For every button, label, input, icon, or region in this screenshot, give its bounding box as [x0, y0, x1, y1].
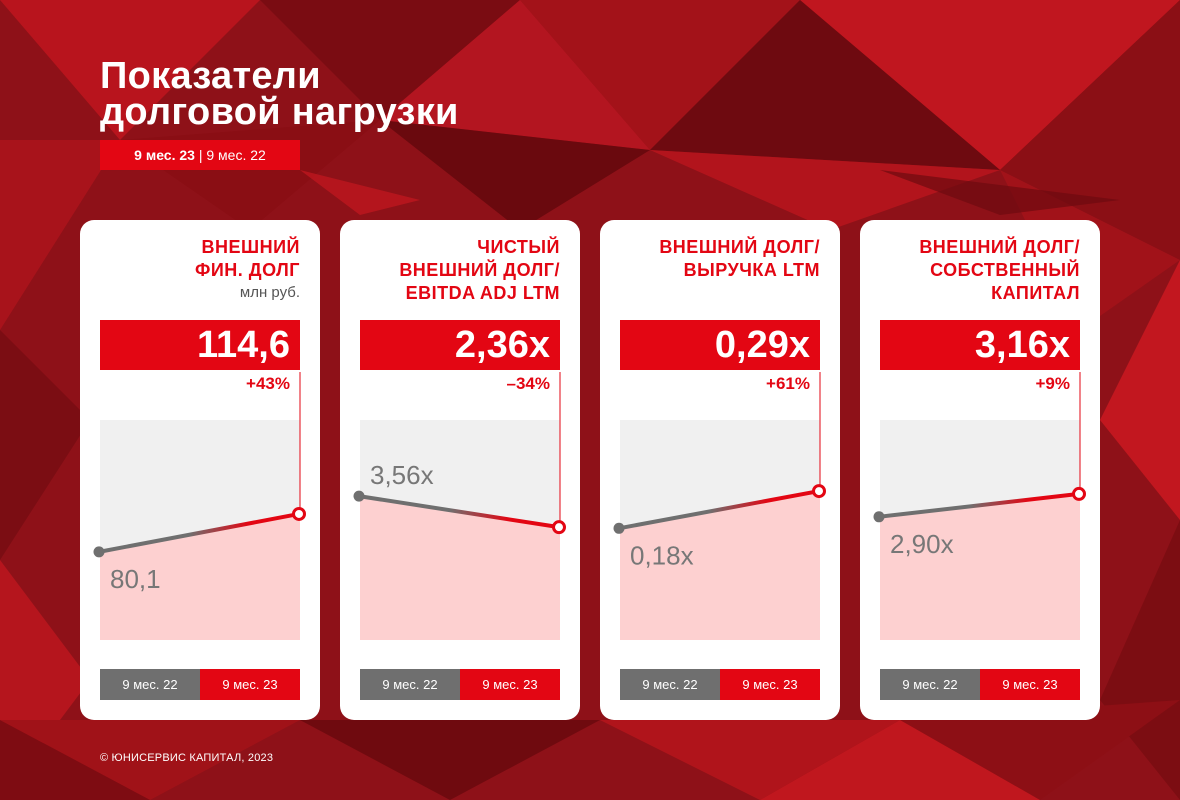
period-previous: 9 мес. 22: [206, 147, 266, 163]
point-previous: [873, 511, 885, 523]
line-chart: 80,1: [93, 372, 306, 640]
point-previous: [93, 546, 105, 558]
previous-value-label: 2,90x: [890, 529, 954, 559]
current-value: 114,6: [100, 320, 300, 370]
x-tick-current: 9 мес. 23: [460, 669, 560, 700]
change-percent: +61%: [766, 374, 810, 393]
point-current: [552, 520, 566, 535]
metric-card-debt-equity: ВНЕШНИЙ ДОЛГ/ СОБСТВЕННЫЙ КАПИТАЛ 3,16x …: [860, 220, 1100, 720]
metric-card-net-debt-ebitda: ЧИСТЫЙ ВНЕШНИЙ ДОЛГ/ EBITDA ADJ LTM 2,36…: [340, 220, 580, 720]
x-axis-bar: 9 мес. 22 9 мес. 23: [620, 669, 820, 700]
x-axis-bar: 9 мес. 22 9 мес. 23: [880, 669, 1080, 700]
current-value: 3,16x: [880, 320, 1080, 370]
line-chart: 0,18x: [613, 372, 826, 640]
area-fill: [360, 496, 560, 640]
x-axis-bar: 9 мес. 22 9 мес. 23: [100, 669, 300, 700]
previous-value-label: 0,18x: [630, 540, 694, 570]
x-tick-current: 9 мес. 23: [200, 669, 300, 700]
previous-value-label: 80,1: [110, 564, 161, 594]
x-tick-previous: 9 мес. 22: [360, 669, 460, 700]
change-percent: +9%: [1035, 374, 1071, 393]
page-title-line-2: долговой нагрузки: [100, 91, 459, 133]
series-line: [357, 494, 561, 530]
card-title: ВНЕШНИЙ ФИН. ДОЛГ: [194, 237, 300, 280]
x-tick-current: 9 мес. 23: [980, 669, 1080, 700]
x-axis-bar: 9 мес. 22 9 мес. 23: [360, 669, 560, 700]
line-chart: 2,90x: [873, 372, 1086, 640]
point-current: [292, 506, 306, 521]
current-value: 0,29x: [620, 320, 820, 370]
current-value: 2,36x: [360, 320, 560, 370]
x-tick-previous: 9 мес. 22: [880, 669, 980, 700]
series-line: [97, 511, 301, 554]
page-title-line-1: Показатели: [100, 55, 321, 97]
area-fill: [100, 513, 300, 640]
previous-value-label: 3,56x: [370, 460, 434, 490]
point-previous: [353, 490, 365, 502]
line-chart: 3,56x: [353, 372, 566, 640]
period-current: 9 мес. 23: [134, 147, 195, 163]
card-title: ЧИСТЫЙ ВНЕШНИЙ ДОЛГ/ EBITDA ADJ LTM: [399, 237, 560, 303]
metric-card-debt-revenue: ВНЕШНИЙ ДОЛГ/ ВЫРУЧКА LTM 0,29x +61% 0,1…: [600, 220, 840, 720]
card-title: ВНЕШНИЙ ДОЛГ/ ВЫРУЧКА LTM: [659, 237, 820, 280]
area-fill: [620, 491, 820, 640]
card-title: ВНЕШНИЙ ДОЛГ/ СОБСТВЕННЫЙ КАПИТАЛ: [919, 237, 1080, 303]
point-current: [812, 484, 826, 499]
area-fill: [880, 493, 1080, 640]
metric-card-external-debt: ВНЕШНИЙ ФИН. ДОЛГ млн руб. 114,6 +43% 80…: [80, 220, 320, 720]
point-current: [1072, 486, 1086, 501]
point-previous: [613, 522, 625, 534]
change-percent: +43%: [246, 374, 290, 393]
x-tick-previous: 9 мес. 22: [100, 669, 200, 700]
period-badge: 9 мес. 23 | 9 мес. 22: [100, 140, 300, 170]
x-tick-previous: 9 мес. 22: [620, 669, 720, 700]
copyright-footer: © ЮНИСЕРВИС КАПИТАЛ, 2023: [100, 752, 274, 764]
card-unit: млн руб.: [239, 284, 300, 301]
page-title: Показатели долговой нагрузки: [100, 55, 459, 133]
x-tick-current: 9 мес. 23: [720, 669, 820, 700]
period-separator: |: [194, 147, 207, 163]
series-line: [617, 489, 821, 531]
series-line: [877, 491, 1081, 519]
change-percent: –34%: [506, 374, 550, 393]
